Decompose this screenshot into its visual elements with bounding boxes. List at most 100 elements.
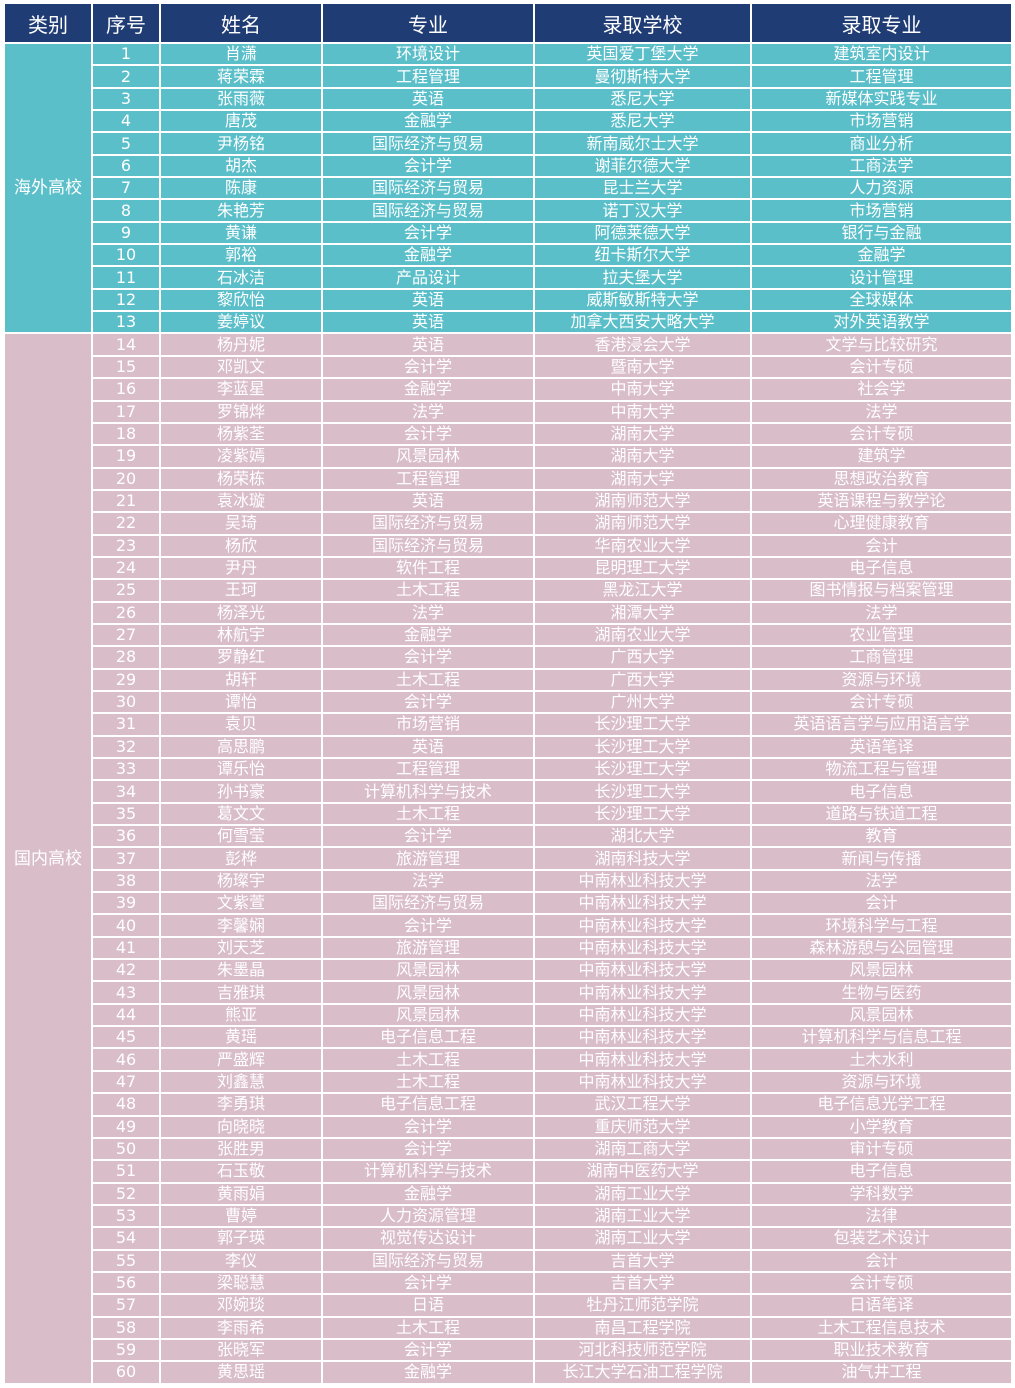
school-cell: 中南林业科技大学: [535, 1049, 750, 1070]
header-admitted-major: 录取专业: [752, 4, 1011, 42]
major-cell: 国际经济与贸易: [323, 178, 533, 199]
major-cell: 软件工程: [323, 557, 533, 579]
name-cell: 张雨薇: [161, 88, 321, 110]
major-cell: 英语: [323, 736, 533, 757]
name-cell: 熊亚: [161, 1004, 321, 1026]
name-cell: 袁冰璇: [161, 490, 321, 512]
major-cell: 计算机科学与技术: [323, 1161, 533, 1182]
admitted-major-cell: 思想政治教育: [752, 468, 1011, 489]
index-cell: 44: [93, 1004, 159, 1026]
table-row: 35 葛文文 土木工程 长沙理工大学 道路与铁道工程: [5, 803, 1011, 825]
school-cell: 中南林业科技大学: [535, 1027, 750, 1048]
major-cell: 金融学: [323, 379, 533, 400]
admitted-major-cell: 电子信息光学工程: [752, 1094, 1011, 1115]
table-row: 12 黎欣怡 英语 威斯敏斯特大学 全球媒体: [5, 289, 1011, 311]
school-cell: 湖南中医药大学: [535, 1161, 750, 1182]
major-cell: 旅游管理: [323, 848, 533, 869]
major-cell: 电子信息工程: [323, 1027, 533, 1048]
index-cell: 4: [93, 111, 159, 132]
school-cell: 湖南工业大学: [535, 1228, 750, 1249]
name-cell: 吴琦: [161, 513, 321, 534]
table-row: 38 杨璨宇 法学 中南林业科技大学 法学: [5, 870, 1011, 892]
admitted-major-cell: 电子信息: [752, 781, 1011, 802]
major-cell: 日语: [323, 1295, 533, 1316]
index-cell: 5: [93, 133, 159, 154]
table-row: 国内高校 14 杨丹妮 英语 香港浸会大学 文学与比较研究: [5, 334, 1011, 1383]
name-cell: 李勇琪: [161, 1094, 321, 1115]
table-row: 58 李雨希 土木工程 南昌工程学院 土木工程信息技术: [5, 1317, 1011, 1338]
school-cell: 阿德莱德大学: [535, 222, 750, 244]
index-cell: 26: [93, 602, 159, 623]
admitted-major-cell: 会计: [752, 535, 1011, 556]
admitted-major-cell: 会计专硕: [752, 356, 1011, 378]
header-school: 录取学校: [535, 4, 750, 42]
name-cell: 李仪: [161, 1250, 321, 1271]
table-row: 15 邓凯文 会计学 暨南大学 会计专硕: [5, 356, 1011, 378]
school-cell: 中南林业科技大学: [535, 915, 750, 936]
school-cell: 中南大学: [535, 379, 750, 400]
table-row: 4 唐茂 金融学 悉尼大学 市场营销: [5, 111, 1011, 132]
name-cell: 郭子瑛: [161, 1228, 321, 1249]
table-row: 48 李勇琪 电子信息工程 武汉工程大学 电子信息光学工程: [5, 1094, 1011, 1115]
name-cell: 刘天芝: [161, 937, 321, 959]
index-cell: 58: [93, 1317, 159, 1338]
index-cell: 23: [93, 535, 159, 556]
name-cell: 朱艳芳: [161, 200, 321, 221]
admitted-major-cell: 文学与比较研究: [752, 334, 1011, 355]
admitted-major-cell: 工商法学: [752, 155, 1011, 177]
name-cell: 林航宇: [161, 624, 321, 646]
table-row: 29 胡轩 土木工程 广西大学 资源与环境: [5, 669, 1011, 690]
school-cell: 武汉工程大学: [535, 1094, 750, 1115]
admitted-major-cell: 英语课程与教学论: [752, 490, 1011, 512]
index-cell: 12: [93, 289, 159, 311]
index-cell: 55: [93, 1250, 159, 1271]
school-cell: 威斯敏斯特大学: [535, 289, 750, 311]
index-cell: 48: [93, 1094, 159, 1115]
school-cell: 悉尼大学: [535, 88, 750, 110]
school-cell: 中南林业科技大学: [535, 893, 750, 914]
school-cell: 湖南大学: [535, 446, 750, 467]
admitted-major-cell: 生物与医药: [752, 982, 1011, 1003]
school-cell: 中南林业科技大学: [535, 982, 750, 1003]
admitted-major-cell: 日语笔译: [752, 1295, 1011, 1316]
table-row: 3 张雨薇 英语 悉尼大学 新媒体实践专业: [5, 88, 1011, 110]
admitted-major-cell: 会计专硕: [752, 423, 1011, 445]
major-cell: 视觉传达设计: [323, 1228, 533, 1249]
school-cell: 昆士兰大学: [535, 178, 750, 199]
admitted-major-cell: 图书情报与档案管理: [752, 580, 1011, 601]
table-row: 24 尹丹 软件工程 昆明理工大学 电子信息: [5, 557, 1011, 579]
admitted-major-cell: 工商管理: [752, 647, 1011, 668]
school-cell: 华南农业大学: [535, 535, 750, 556]
major-cell: 国际经济与贸易: [323, 200, 533, 221]
table-row: 54 郭子瑛 视觉传达设计 湖南工业大学 包装艺术设计: [5, 1228, 1011, 1249]
major-cell: 国际经济与贸易: [323, 893, 533, 914]
header-row: 类别 序号 姓名 专业 录取学校 录取专业: [5, 4, 1011, 42]
index-cell: 24: [93, 557, 159, 579]
admitted-major-cell: 土木水利: [752, 1049, 1011, 1070]
school-cell: 中南林业科技大学: [535, 960, 750, 981]
admitted-major-cell: 物流工程与管理: [752, 759, 1011, 780]
table-row: 33 谭乐怡 工程管理 长沙理工大学 物流工程与管理: [5, 759, 1011, 780]
admitted-major-cell: 包装艺术设计: [752, 1228, 1011, 1249]
admitted-major-cell: 法学: [752, 602, 1011, 623]
major-cell: 会计学: [323, 826, 533, 847]
admitted-major-cell: 风景园林: [752, 1004, 1011, 1026]
table-row: 46 严盛辉 土木工程 中南林业科技大学 土木水利: [5, 1049, 1011, 1070]
table-row: 43 吉雅琪 风景园林 中南林业科技大学 生物与医药: [5, 982, 1011, 1003]
index-cell: 11: [93, 267, 159, 288]
index-cell: 30: [93, 691, 159, 713]
major-cell: 产品设计: [323, 267, 533, 288]
school-cell: 湖南科技大学: [535, 848, 750, 869]
major-cell: 金融学: [323, 624, 533, 646]
table-row: 59 张晓军 会计学 河北科技师范学院 职业技术教育: [5, 1339, 1011, 1361]
major-cell: 金融学: [323, 111, 533, 132]
table-row: 28 罗静红 会计学 广西大学 工商管理: [5, 647, 1011, 668]
school-cell: 长沙理工大学: [535, 759, 750, 780]
major-cell: 国际经济与贸易: [323, 133, 533, 154]
index-cell: 40: [93, 915, 159, 936]
table-row: 6 胡杰 会计学 谢菲尔德大学 工商法学: [5, 155, 1011, 177]
table-row: 22 吴琦 国际经济与贸易 湖南师范大学 心理健康教育: [5, 513, 1011, 534]
header-major: 专业: [323, 4, 533, 42]
table-row: 20 杨荣栋 工程管理 湖南大学 思想政治教育: [5, 468, 1011, 489]
major-cell: 电子信息工程: [323, 1094, 533, 1115]
